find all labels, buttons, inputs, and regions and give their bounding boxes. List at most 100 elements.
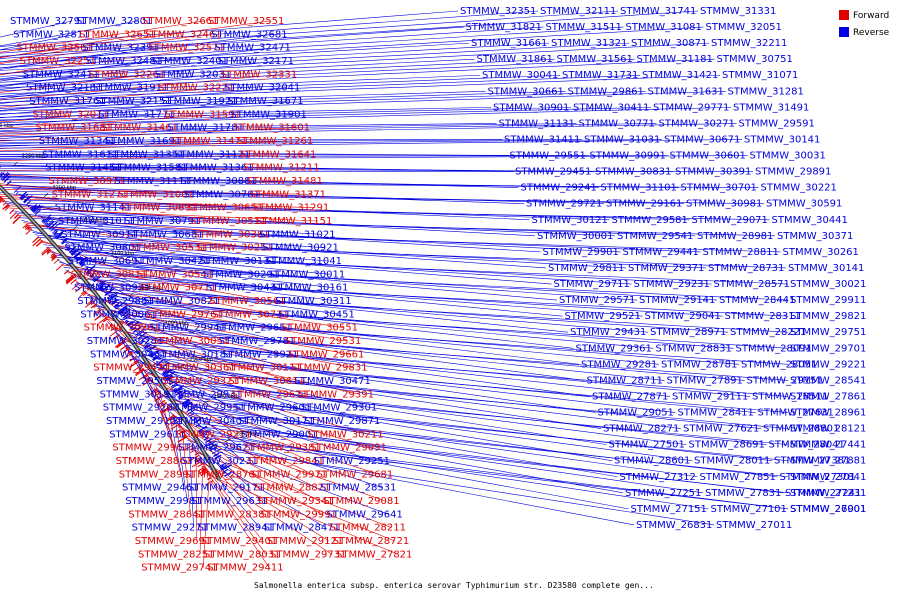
gene-label[interactable]: STMMW_30311 [275, 296, 351, 307]
gene-label[interactable]: STMMW_28311 [725, 311, 801, 322]
gene-label[interactable]: STMMW_29091 [310, 443, 386, 454]
gene-label[interactable]: STMMW_29871 [304, 416, 380, 427]
gene-label[interactable]: STMMW_29411 [207, 563, 283, 574]
gene-label[interactable]: STMMW_27621 [683, 424, 759, 435]
gene-label[interactable]: STMMW_30811 [71, 269, 147, 280]
gene-label[interactable]: STMMW_27101 [711, 504, 787, 515]
gene-label[interactable]: STMMW_27381 [774, 456, 850, 467]
gene-label[interactable]: STMMW_28271 [603, 424, 679, 435]
gene-label[interactable]: STMMW_28641 [128, 509, 204, 520]
gene-label[interactable]: STMMW_30271 [659, 118, 735, 129]
gene-label[interactable]: STMMW_31771 [98, 109, 174, 120]
gene-label[interactable]: STMMW_30391 [675, 167, 751, 178]
gene-label[interactable]: STMMW_29881 [77, 296, 153, 307]
gene-label[interactable]: STMMW_27231 [790, 488, 866, 499]
gene-label[interactable]: STMMW_31591 [164, 109, 240, 120]
gene-label[interactable]: STMMW_30891 [121, 203, 197, 214]
gene-label[interactable]: STMMW_31561 [557, 54, 633, 65]
gene-label[interactable]: STMMW_31661 [471, 38, 547, 49]
gene-label[interactable]: STMMW_30001 [537, 231, 613, 242]
gene-label[interactable]: STMMW_30681 [127, 229, 203, 240]
gene-label[interactable]: STMMW_32391 [82, 43, 158, 54]
gene-label[interactable]: STMMW_32571 [148, 43, 224, 54]
gene-label[interactable]: STMMW_28531 [320, 483, 396, 494]
gene-label[interactable]: STMMW_30611 [228, 376, 304, 387]
gene-label[interactable]: STMMW_28441 [719, 295, 795, 306]
gene-label[interactable]: STMMW_30051 [153, 336, 229, 347]
gene-label[interactable]: STMMW_28471 [264, 523, 340, 534]
gene-label[interactable]: STMMW_32181 [26, 83, 102, 94]
gene-label[interactable]: STMMW_29321 [162, 376, 238, 387]
gene-label[interactable]: STMMW_29241 [521, 183, 597, 194]
gene-label[interactable]: STMMW_30111 [225, 363, 301, 374]
gene-label[interactable]: STMMW_29451 [515, 167, 591, 178]
gene-label[interactable]: STMMW_28721 [333, 536, 409, 547]
gene-label[interactable]: STMMW_31491 [733, 102, 809, 113]
gene-label[interactable]: STMMW_29671 [232, 389, 308, 400]
gene-label[interactable]: STMMW_30751 [717, 54, 793, 65]
gene-label[interactable]: STMMW_29281 [581, 359, 657, 370]
gene-label[interactable]: STMMW_30471 [294, 376, 370, 387]
gene-label[interactable]: STMMW_29421 [93, 363, 169, 374]
gene-label[interactable]: STMMW_30171 [238, 416, 314, 427]
gene-label[interactable]: STMMW_27631 [758, 408, 834, 419]
gene-label[interactable]: STMMW_28831 [656, 343, 732, 354]
gene-label[interactable]: STMMW_32011 [32, 109, 108, 120]
gene-label[interactable]: STMMW_31341 [39, 136, 115, 147]
gene-label[interactable]: STMMW_28971 [650, 327, 726, 338]
gene-label[interactable]: STMMW_29751 [790, 327, 866, 338]
gene-label[interactable]: STMMW_32331 [221, 69, 297, 80]
gene-label[interactable]: STMMW_31041 [266, 256, 342, 267]
gene-label[interactable]: STMMW_32791 [10, 16, 86, 27]
gene-label[interactable]: STMMW_29581 [612, 215, 688, 226]
gene-label[interactable]: STMMW_27011 [716, 520, 792, 531]
gene-label[interactable]: STMMW_30261 [783, 247, 859, 258]
gene-label[interactable]: STMMW_27861 [790, 391, 866, 402]
gene-label[interactable]: STMMW_30251 [196, 243, 272, 254]
gene-label[interactable]: STMMW_30821 [143, 296, 219, 307]
gene-label[interactable]: STMMW_29231 [634, 279, 710, 290]
gene-label[interactable]: STMMW_30541 [137, 269, 213, 280]
gene-label[interactable]: STMMW_29531 [285, 336, 361, 347]
gene-label[interactable]: STMMW_29551 [510, 151, 586, 162]
gene-label[interactable]: STMMW_28411 [678, 408, 754, 419]
gene-label[interactable]: STMMW_30291 [203, 269, 279, 280]
gene-label[interactable]: STMMW_29111 [672, 391, 748, 402]
gene-label[interactable]: STMMW_29081 [323, 496, 399, 507]
gene-label[interactable]: STMMW_30881 [180, 176, 256, 187]
gene-label[interactable]: STMMW_30711 [140, 283, 216, 294]
gene-label[interactable]: STMMW_29981 [125, 496, 201, 507]
gene-label[interactable]: STMMW_29601 [235, 403, 311, 414]
gene-label[interactable]: STMMW_27441 [790, 440, 866, 451]
gene-label[interactable]: STMMW_29891 [755, 167, 831, 178]
gene-label[interactable]: STMMW_32471 [214, 43, 290, 54]
gene-label[interactable]: STMMW_29341 [257, 496, 333, 507]
gene-label[interactable]: STMMW_30021 [790, 279, 866, 290]
gene-label[interactable]: STMMW_30791 [124, 216, 200, 227]
gene-label[interactable]: STMMW_31761 [29, 96, 105, 107]
gene-label[interactable]: STMMW_32251 [20, 56, 96, 67]
gene-label[interactable]: STMMW_32481 [86, 56, 162, 67]
gene-label[interactable]: STMMW_29271 [132, 523, 208, 534]
gene-label[interactable]: STMMW_30281 [87, 336, 163, 347]
gene-label[interactable]: STMMW_28251 [138, 549, 214, 560]
gene-label[interactable]: STMMW_30901 [493, 102, 569, 113]
gene-label[interactable]: STMMW_28801 [763, 424, 839, 435]
gene-label[interactable]: STMMW_31601 [234, 123, 310, 134]
gene-label[interactable]: STMMW_30661 [488, 86, 564, 97]
gene-label[interactable]: STMMW_30181 [156, 349, 232, 360]
gene-label[interactable]: STMMW_29151 [747, 375, 823, 386]
gene-label[interactable]: STMMW_29731 [270, 549, 346, 560]
gene-label[interactable]: STMMW_31781 [168, 123, 244, 134]
gene-label[interactable]: STMMW_30141 [744, 134, 820, 145]
gene-label[interactable]: STMMW_32661 [142, 16, 218, 27]
gene-label[interactable]: STMMW_30781 [184, 189, 260, 200]
gene-label[interactable]: STMMW_31101 [601, 183, 677, 194]
gene-label[interactable]: STMMW_29711 [554, 279, 630, 290]
gene-label[interactable]: STMMW_29841 [248, 456, 324, 467]
gene-label[interactable]: STMMW_30121 [532, 215, 608, 226]
gene-label[interactable]: STMMW_27312 [620, 472, 696, 483]
gene-label[interactable]: STMMW_28961 [790, 408, 866, 419]
gene-label[interactable]: STMMW_29931 [166, 389, 242, 400]
gene-label[interactable]: STMMW_31181 [637, 54, 713, 65]
